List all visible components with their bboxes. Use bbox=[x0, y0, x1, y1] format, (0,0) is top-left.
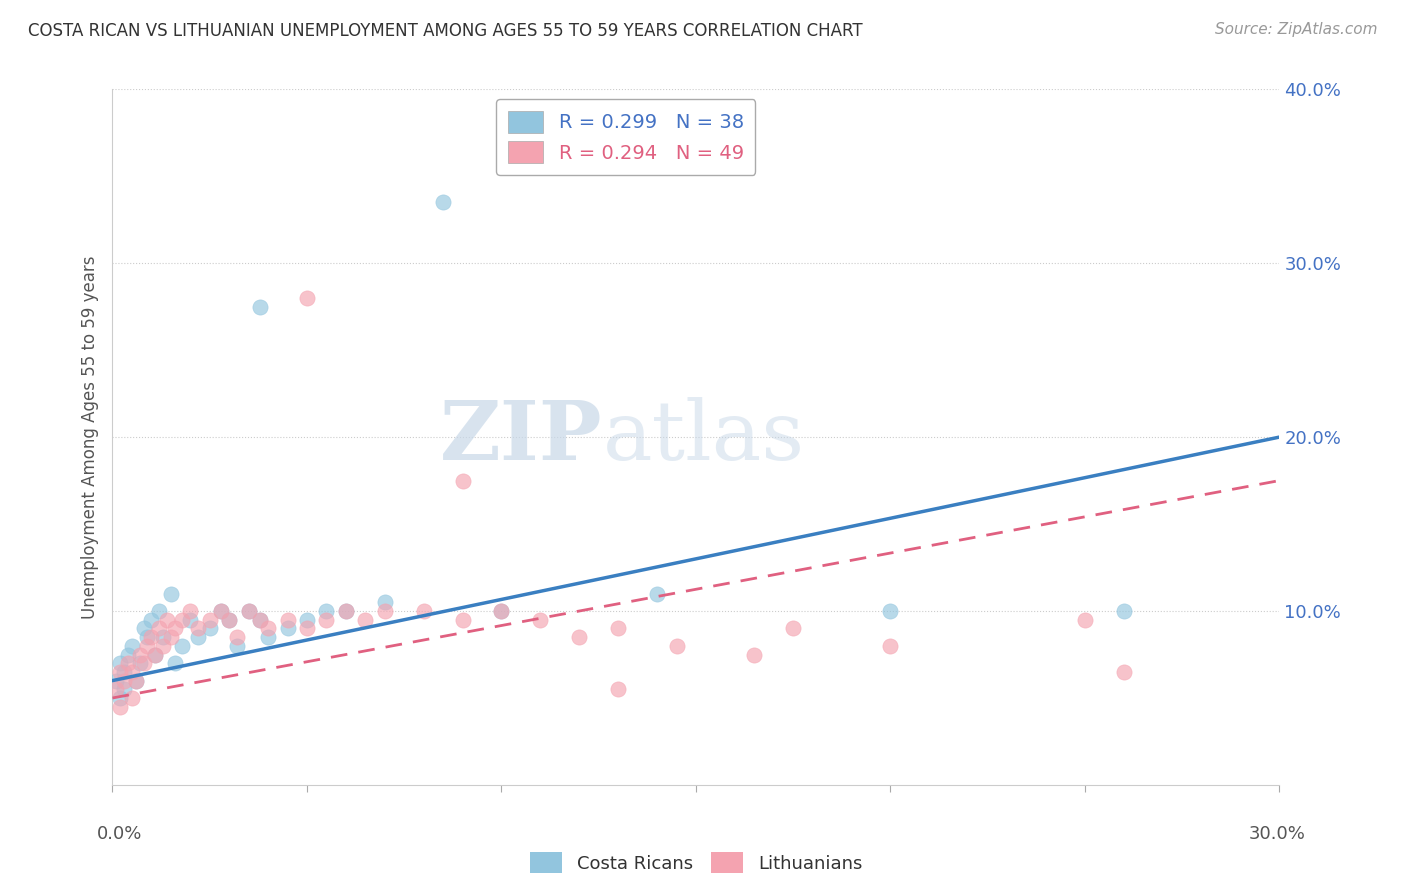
Point bbox=[128, 648, 150, 662]
Point bbox=[218, 613, 240, 627]
Point bbox=[665, 639, 688, 653]
Y-axis label: Unemployment Among Ages 55 to 59 years: Unemployment Among Ages 55 to 59 years bbox=[80, 255, 98, 619]
Point bbox=[141, 630, 163, 644]
Point bbox=[198, 621, 221, 635]
Point bbox=[132, 657, 155, 671]
Point bbox=[1074, 613, 1097, 627]
Text: ZIP: ZIP bbox=[440, 397, 603, 477]
Point bbox=[152, 630, 174, 644]
Point bbox=[451, 613, 474, 627]
Point bbox=[112, 682, 135, 697]
Point bbox=[295, 613, 318, 627]
Point bbox=[335, 604, 357, 618]
Point bbox=[121, 639, 143, 653]
Point bbox=[276, 621, 298, 635]
Point bbox=[276, 613, 298, 627]
Point bbox=[209, 604, 232, 618]
Point bbox=[238, 604, 260, 618]
Point bbox=[491, 604, 513, 618]
Text: atlas: atlas bbox=[603, 397, 804, 477]
Point bbox=[156, 613, 179, 627]
Point bbox=[529, 613, 551, 627]
Point bbox=[315, 604, 337, 618]
Point bbox=[249, 613, 271, 627]
Point bbox=[179, 604, 201, 618]
Text: 30.0%: 30.0% bbox=[1249, 825, 1305, 843]
Point bbox=[1112, 604, 1135, 618]
Point bbox=[374, 604, 396, 618]
Point bbox=[335, 604, 357, 618]
Point bbox=[105, 682, 128, 697]
Point bbox=[249, 613, 271, 627]
Point bbox=[163, 621, 186, 635]
Point bbox=[110, 690, 132, 705]
Point bbox=[226, 639, 249, 653]
Point bbox=[491, 604, 513, 618]
Point bbox=[143, 648, 166, 662]
Point bbox=[117, 648, 139, 662]
Point bbox=[607, 621, 630, 635]
Point bbox=[112, 665, 135, 679]
Point bbox=[152, 639, 174, 653]
Point bbox=[132, 621, 155, 635]
Text: Source: ZipAtlas.com: Source: ZipAtlas.com bbox=[1215, 22, 1378, 37]
Text: COSTA RICAN VS LITHUANIAN UNEMPLOYMENT AMONG AGES 55 TO 59 YEARS CORRELATION CHA: COSTA RICAN VS LITHUANIAN UNEMPLOYMENT A… bbox=[28, 22, 863, 40]
Point bbox=[148, 604, 170, 618]
Point bbox=[432, 195, 454, 210]
Point bbox=[160, 587, 183, 601]
Point bbox=[1112, 665, 1135, 679]
Point bbox=[128, 657, 150, 671]
Point bbox=[218, 613, 240, 627]
Point bbox=[295, 621, 318, 635]
Point bbox=[568, 630, 591, 644]
Point bbox=[257, 621, 280, 635]
Point bbox=[238, 604, 260, 618]
Point bbox=[121, 665, 143, 679]
Point bbox=[782, 621, 804, 635]
Point bbox=[315, 613, 337, 627]
Point bbox=[121, 690, 143, 705]
Point bbox=[110, 699, 132, 714]
Point bbox=[112, 673, 135, 688]
Point bbox=[187, 621, 209, 635]
Point bbox=[742, 648, 765, 662]
Point bbox=[879, 639, 901, 653]
Point bbox=[141, 613, 163, 627]
Point bbox=[879, 604, 901, 618]
Point bbox=[645, 587, 668, 601]
Point bbox=[110, 657, 132, 671]
Point bbox=[209, 604, 232, 618]
Point bbox=[179, 613, 201, 627]
Point bbox=[160, 630, 183, 644]
Point bbox=[136, 639, 159, 653]
Point bbox=[125, 673, 148, 688]
Point bbox=[148, 621, 170, 635]
Point bbox=[110, 665, 132, 679]
Point bbox=[249, 300, 271, 314]
Point bbox=[143, 648, 166, 662]
Point bbox=[136, 630, 159, 644]
Point bbox=[226, 630, 249, 644]
Point bbox=[295, 291, 318, 305]
Point bbox=[374, 595, 396, 609]
Point bbox=[187, 630, 209, 644]
Point bbox=[354, 613, 377, 627]
Point bbox=[198, 613, 221, 627]
Point bbox=[451, 474, 474, 488]
Text: 0.0%: 0.0% bbox=[97, 825, 142, 843]
Point bbox=[172, 639, 194, 653]
Legend: Costa Ricans, Lithuanians: Costa Ricans, Lithuanians bbox=[523, 845, 869, 880]
Point bbox=[607, 682, 630, 697]
Point bbox=[172, 613, 194, 627]
Point bbox=[105, 673, 128, 688]
Point bbox=[117, 657, 139, 671]
Point bbox=[163, 657, 186, 671]
Point bbox=[257, 630, 280, 644]
Point bbox=[412, 604, 434, 618]
Point bbox=[125, 673, 148, 688]
